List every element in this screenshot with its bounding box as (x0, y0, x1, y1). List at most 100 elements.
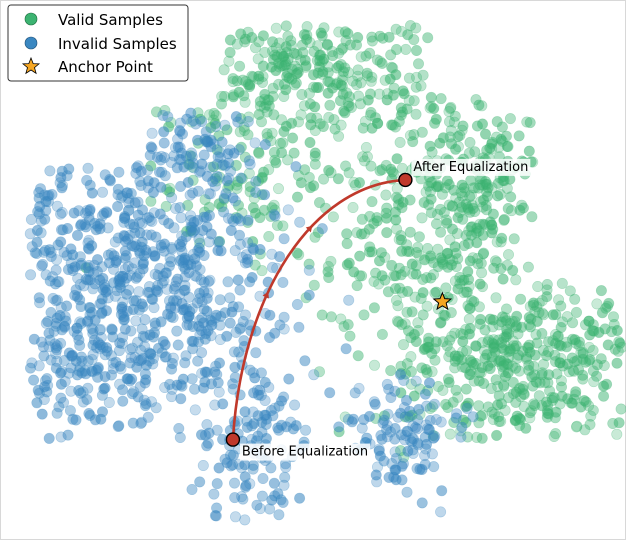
valid-sample-point (450, 192, 462, 204)
valid-sample-point (482, 360, 494, 372)
invalid-sample-point (424, 414, 436, 426)
invalid-sample-point (428, 432, 440, 444)
valid-sample-point (480, 178, 492, 190)
valid-sample-point (583, 341, 595, 353)
invalid-sample-point (195, 274, 207, 286)
valid-sample-point (458, 240, 470, 252)
valid-sample-point (296, 89, 308, 101)
valid-sample-point (510, 386, 522, 398)
invalid-sample-point (248, 244, 260, 256)
invalid-sample-point (423, 424, 435, 436)
invalid-sample-point (419, 449, 431, 461)
valid-sample-point (380, 189, 392, 201)
invalid-sample-point (230, 326, 242, 338)
valid-sample-point (464, 191, 476, 203)
invalid-sample-point (163, 260, 175, 272)
invalid-sample-point (38, 189, 50, 201)
valid-sample-point (261, 128, 273, 140)
valid-sample-point (482, 401, 494, 413)
invalid-sample-point (117, 384, 129, 396)
valid-sample-point (453, 350, 465, 362)
invalid-sample-point (217, 398, 229, 410)
invalid-sample-point (86, 366, 98, 378)
invalid-sample-point (47, 292, 59, 304)
invalid-sample-point (98, 208, 110, 220)
invalid-sample-point (121, 187, 133, 199)
valid-sample-point (522, 341, 534, 353)
valid-sample-point (234, 126, 246, 138)
valid-sample-point (256, 76, 268, 88)
invalid-sample-point (76, 367, 88, 379)
after-equalization-marker (398, 172, 413, 188)
valid-sample-point (332, 77, 344, 89)
valid-sample-point (518, 387, 530, 399)
valid-sample-point (337, 42, 349, 54)
valid-sample-point (477, 248, 489, 260)
invalid-sample-point (402, 445, 414, 457)
legend-marker-valid (24, 12, 38, 26)
valid-sample-point (503, 328, 515, 340)
invalid-sample-point (277, 276, 289, 288)
valid-sample-point (239, 36, 251, 48)
valid-sample-point (435, 93, 447, 105)
valid-sample-point (496, 316, 508, 328)
valid-sample-point (473, 99, 485, 111)
invalid-sample-point (61, 300, 73, 312)
invalid-sample-point (192, 355, 204, 367)
invalid-sample-point (178, 161, 190, 173)
invalid-sample-point (33, 360, 45, 372)
invalid-sample-point (137, 263, 149, 275)
valid-sample-point (308, 180, 320, 192)
invalid-sample-point (71, 322, 83, 334)
valid-sample-point (463, 313, 475, 325)
invalid-sample-point (234, 323, 246, 335)
invalid-sample-point (87, 327, 99, 339)
valid-sample-point (514, 382, 526, 394)
valid-sample-point (165, 117, 177, 129)
valid-sample-point (373, 278, 385, 290)
valid-sample-point (288, 47, 300, 59)
valid-sample-point (601, 378, 613, 390)
invalid-sample-point (255, 367, 267, 379)
invalid-sample-point (132, 391, 144, 403)
invalid-sample-point (210, 510, 222, 522)
valid-sample-point (277, 220, 289, 232)
valid-sample-point (390, 214, 402, 226)
valid-sample-point (539, 376, 551, 388)
valid-sample-point (423, 180, 435, 192)
valid-sample-point (475, 410, 487, 422)
invalid-sample-point (436, 485, 448, 497)
invalid-sample-point (121, 373, 133, 385)
invalid-sample-point (43, 327, 55, 339)
invalid-sample-point (124, 343, 136, 355)
invalid-sample-point (113, 420, 125, 432)
valid-sample-point (341, 87, 353, 99)
valid-sample-point (556, 277, 568, 289)
invalid-sample-point (353, 382, 365, 394)
invalid-sample-point (81, 205, 93, 217)
valid-sample-point (280, 84, 292, 96)
invalid-sample-point (255, 389, 267, 401)
invalid-sample-point (149, 268, 161, 280)
valid-sample-point (551, 368, 563, 380)
valid-sample-point (376, 57, 388, 69)
valid-sample-point (342, 28, 354, 40)
invalid-sample-point (73, 334, 85, 346)
invalid-sample-point (249, 137, 261, 149)
valid-sample-point (441, 340, 453, 352)
valid-sample-point (258, 101, 270, 113)
invalid-sample-point (55, 236, 67, 248)
valid-sample-point (368, 275, 380, 287)
invalid-sample-point (285, 416, 297, 428)
invalid-sample-point (209, 510, 221, 522)
valid-sample-point (454, 130, 466, 142)
valid-sample-point (492, 399, 504, 411)
invalid-sample-point (157, 109, 169, 121)
invalid-sample-point (33, 187, 45, 199)
valid-sample-point (476, 409, 488, 421)
invalid-sample-point (211, 502, 223, 514)
invalid-sample-point (158, 137, 170, 149)
valid-sample-point (355, 228, 367, 240)
invalid-sample-point (139, 400, 151, 412)
valid-sample-point (368, 302, 380, 314)
